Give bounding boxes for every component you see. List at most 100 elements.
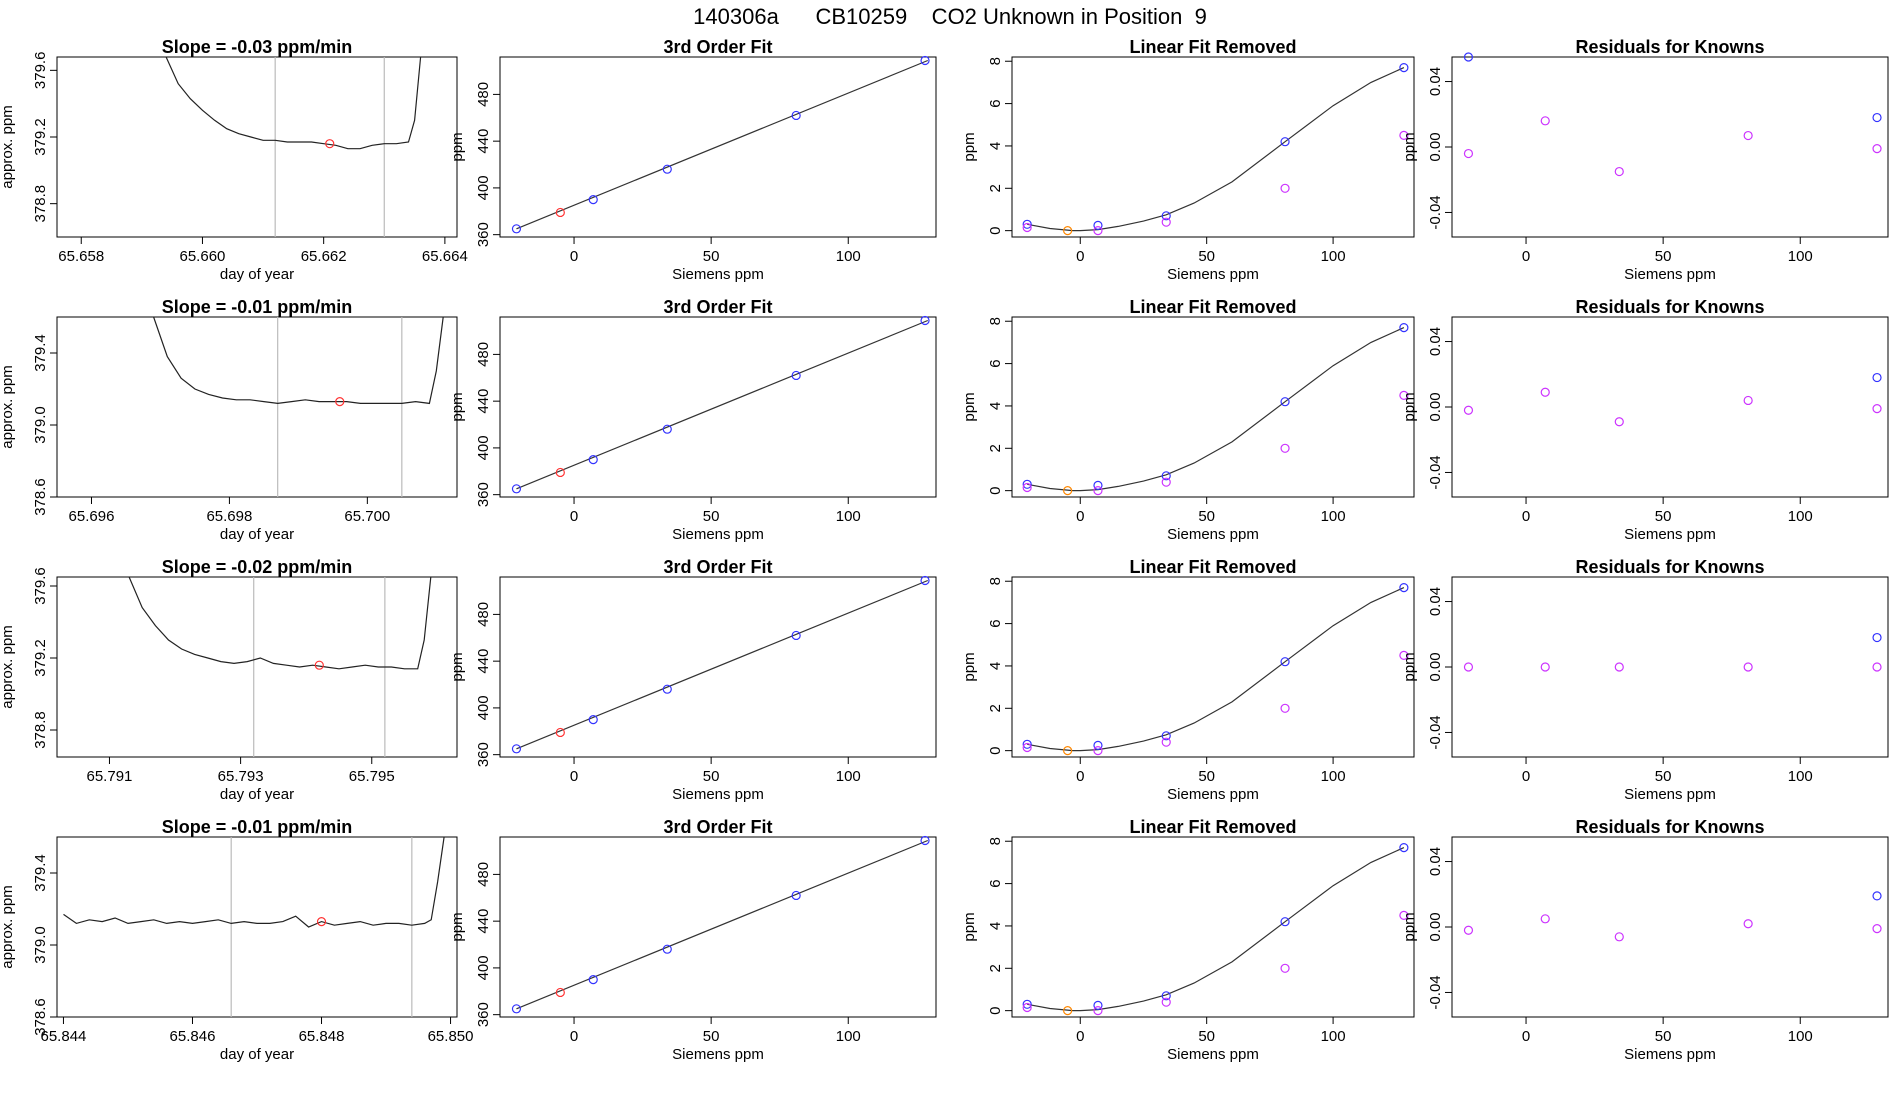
x-tick-label: 65.662 — [301, 248, 347, 265]
known-point — [588, 454, 598, 465]
residual-point — [1743, 395, 1753, 406]
known-point — [1022, 479, 1032, 489]
known-point — [1093, 480, 1103, 490]
y-axis-label: ppm — [1401, 652, 1418, 681]
residual-point — [1280, 443, 1290, 453]
known-point — [511, 224, 522, 234]
known-point — [1280, 397, 1290, 407]
y-tick-label: 8 — [987, 317, 1004, 325]
x-tick-label: 50 — [1198, 248, 1215, 265]
panel-title: 3rd Order Fit — [663, 817, 772, 837]
y-tick-label: 2 — [987, 444, 1004, 452]
y-axis-label: ppm — [449, 132, 466, 161]
y-tick-label: 4 — [987, 142, 1004, 150]
plot-frame — [56, 56, 458, 238]
plot-frame — [1011, 576, 1415, 758]
y-tick-label: 440 — [475, 389, 492, 414]
unknown-point — [555, 467, 565, 478]
residual-point — [1614, 662, 1624, 672]
known-point — [511, 1004, 522, 1014]
plot-frame — [1451, 316, 1889, 498]
fit-curve — [1027, 327, 1405, 492]
y-tick-label: 360 — [475, 222, 492, 247]
ppm-trace-line — [153, 316, 444, 405]
x-tick-label: 65.696 — [69, 508, 115, 525]
x-tick-label: 0 — [1076, 248, 1084, 265]
residual-point — [1161, 477, 1171, 487]
known-point — [588, 974, 598, 985]
y-tick-label: 378.8 — [32, 711, 49, 749]
x-tick-label: 65.660 — [180, 248, 226, 265]
residual-point — [1022, 222, 1032, 233]
residual-point — [1022, 1002, 1032, 1013]
known-point — [1093, 1000, 1103, 1010]
y-tick-label: 440 — [475, 909, 492, 934]
y-tick-label: -0.04 — [1427, 975, 1444, 1009]
y-tick-label: 6 — [987, 99, 1004, 107]
residual-point — [1743, 662, 1753, 672]
unknown-point — [555, 727, 565, 738]
x-tick-label: 65.795 — [349, 768, 395, 785]
x-tick-label: 100 — [1321, 768, 1346, 785]
panel-title: Residuals for Knowns — [1575, 37, 1764, 57]
figure-title: 140306a CB10259 CO2 Unknown in Position … — [693, 4, 1207, 29]
y-tick-label: 0.04 — [1427, 587, 1444, 616]
known-point — [1399, 62, 1409, 73]
residual-point — [1872, 144, 1882, 154]
plot-frame — [1451, 576, 1889, 758]
residual-point — [1743, 919, 1753, 929]
y-tick-label: -0.04 — [1427, 195, 1444, 229]
residual-point — [1161, 217, 1171, 227]
x-tick-label: 0 — [570, 768, 578, 785]
plot-frame — [56, 576, 458, 758]
plot-frame — [1011, 56, 1415, 238]
x-tick-label: 65.793 — [218, 768, 264, 785]
y-tick-label: 379.6 — [32, 52, 49, 90]
plot-frame — [499, 576, 937, 758]
x-tick-label: 100 — [1321, 248, 1346, 265]
x-axis-label: day of year — [220, 266, 294, 283]
residual-point — [1872, 662, 1882, 672]
x-tick-label: 50 — [1655, 768, 1672, 785]
y-tick-label: 0.04 — [1427, 327, 1444, 356]
known-point — [920, 835, 930, 846]
y-axis-label: ppm — [449, 912, 466, 941]
residual-point — [1280, 183, 1290, 193]
known-point — [791, 370, 801, 381]
x-tick-label: 100 — [1788, 1028, 1813, 1045]
unknown-point — [1063, 746, 1073, 756]
x-tick-label: 100 — [836, 508, 861, 525]
y-tick-label: 400 — [475, 175, 492, 200]
unknown-point — [555, 987, 565, 998]
ppm-trace-line — [165, 56, 422, 150]
y-tick-label: 8 — [987, 57, 1004, 65]
y-axis-label: ppm — [961, 912, 978, 941]
panel-title: Linear Fit Removed — [1129, 817, 1296, 837]
y-axis-label: approx. ppm — [0, 885, 16, 968]
x-tick-label: 50 — [1198, 508, 1215, 525]
x-tick-label: 100 — [836, 768, 861, 785]
y-axis-label: approx. ppm — [0, 365, 16, 448]
y-tick-label: 360 — [475, 742, 492, 767]
x-tick-label: 50 — [1198, 768, 1215, 785]
x-axis-label: Siemens ppm — [672, 786, 764, 803]
x-tick-label: 65.658 — [58, 248, 104, 265]
residual-point — [1463, 925, 1474, 935]
residual-point — [1540, 662, 1550, 672]
residual-point — [1093, 226, 1103, 236]
x-tick-label: 0 — [1076, 768, 1084, 785]
residual-point — [1399, 390, 1409, 400]
known-point — [1872, 632, 1882, 643]
known-point — [662, 424, 672, 434]
x-tick-label: 50 — [1655, 508, 1672, 525]
panel-title: Linear Fit Removed — [1129, 557, 1296, 577]
x-tick-label: 65.846 — [170, 1028, 216, 1045]
residual-point — [1540, 387, 1550, 397]
plot-frame — [1011, 836, 1415, 1018]
x-axis-label: Siemens ppm — [1167, 526, 1259, 543]
y-axis-label: ppm — [1401, 912, 1418, 941]
x-axis-label: Siemens ppm — [1167, 786, 1259, 803]
panel-title: Slope = -0.01 ppm/min — [162, 817, 353, 837]
known-point — [1872, 372, 1882, 383]
